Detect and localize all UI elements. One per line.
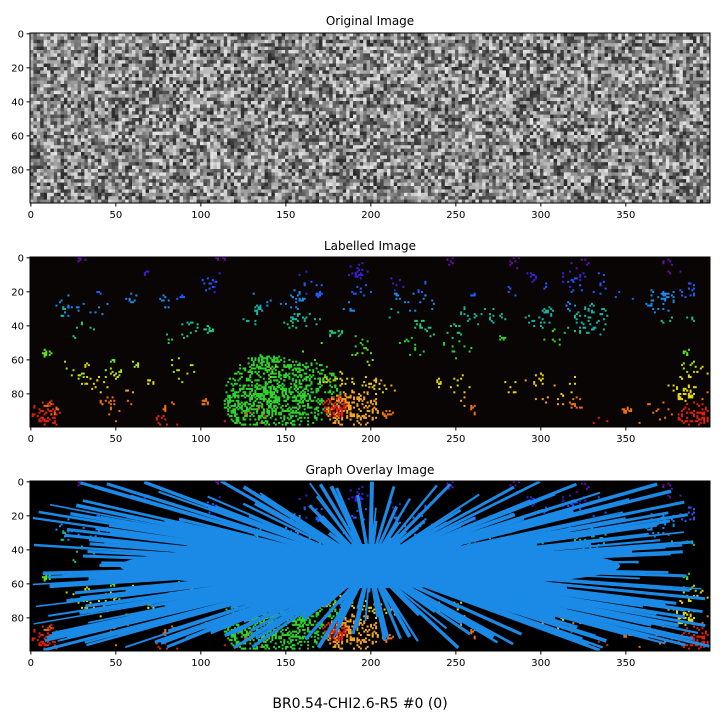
y-tick-label: 0	[18, 253, 24, 264]
y-tick-label: 80	[11, 165, 24, 176]
y-tick-label: 60	[11, 131, 24, 142]
y-tick-label: 0	[18, 477, 24, 488]
x-tick-label: 300	[531, 434, 550, 445]
x-tick-label: 200	[361, 210, 380, 221]
x-tick-label: 100	[191, 434, 210, 445]
x-tick-label: 250	[446, 434, 465, 445]
x-tick-label: 0	[28, 658, 34, 669]
axes-frame	[29, 256, 711, 428]
labelled-image-plot: 0 50 100 150 200 250 300 350 0 20 40 60 80	[11, 253, 711, 445]
y-tick-label: 0	[18, 29, 24, 40]
x-tick-label: 200	[361, 658, 380, 669]
y-tick-label: 20	[11, 287, 24, 298]
x-tick-label: 300	[531, 658, 550, 669]
x-tick-label: 0	[28, 434, 34, 445]
y-tick-label: 20	[11, 511, 24, 522]
axes-2: 0 50 100 150 200 250 300 350 0 20 40 60 80	[11, 477, 711, 669]
panel-overlay: Graph Overlay Image 0 50 100 150 200 250 300 35…	[0, 448, 720, 672]
labelled-image	[30, 257, 710, 427]
panel-title-labelled: Labelled Image	[323, 239, 417, 253]
figure-suptitle: BR0.54-CHI2.6-R5 #0 (0)	[272, 696, 448, 712]
original-image-plot: 0 50 100 150 200 250 300 350 0 20 40 60 80	[11, 29, 711, 221]
x-tick-label: 350	[616, 434, 635, 445]
x-tick-label: 250	[446, 658, 465, 669]
panel-title-overlay: Graph Overlay Image	[305, 463, 435, 477]
x-tick-label: 300	[531, 210, 550, 221]
y-tick-label: 60	[11, 579, 24, 590]
panel-original: Original Image 0 50 100 150 200 250 300 350 0 20 4…	[0, 0, 720, 224]
x-tick-label: 350	[616, 210, 635, 221]
x-tick-label: 50	[109, 658, 122, 669]
axes-frame	[29, 480, 711, 652]
axes-1: 0 50 100 150 200 250 300 350 0 20 40 60 80	[11, 253, 711, 445]
x-tick-label: 350	[616, 658, 635, 669]
x-tick-label: 150	[276, 658, 295, 669]
x-tick-label: 250	[446, 210, 465, 221]
panel-title-original: Original Image	[325, 14, 415, 28]
x-tick-label: 100	[191, 658, 210, 669]
axes-frame	[29, 32, 711, 204]
y-tick-label: 40	[11, 545, 24, 556]
x-tick-label: 50	[109, 210, 122, 221]
y-tick-label: 60	[11, 355, 24, 366]
graph-overlay-image-plot: 0 50 100 150 200 250 300 350 0 20 40 60 80	[11, 477, 711, 669]
x-tick-label: 150	[276, 210, 295, 221]
y-tick-label: 80	[11, 613, 24, 624]
y-tick-label: 40	[11, 321, 24, 332]
y-tick-label: 20	[11, 63, 24, 74]
x-tick-label: 100	[191, 210, 210, 221]
x-tick-label: 0	[28, 210, 34, 221]
y-tick-label: 80	[11, 389, 24, 400]
panel-labelled: Labelled Image 0 50 100 150 200 250 300 350 0 20 4…	[0, 224, 720, 448]
x-tick-label: 200	[361, 434, 380, 445]
graph-edges	[32, 481, 710, 651]
x-tick-label: 50	[109, 434, 122, 445]
y-tick-label: 40	[11, 97, 24, 108]
noise-image	[30, 33, 711, 204]
axes-0: 0 50 100 150 200 250 300 350 0 20 40 60 80	[11, 29, 711, 221]
x-tick-label: 150	[276, 434, 295, 445]
